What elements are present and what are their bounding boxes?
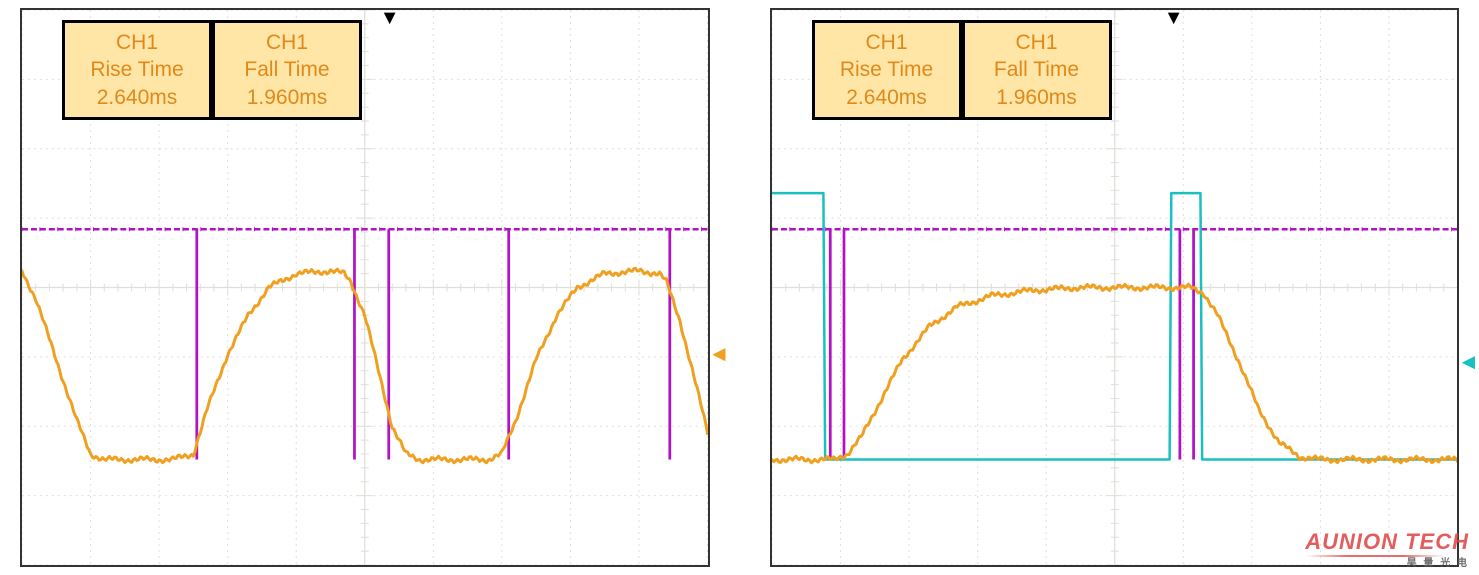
scope-panel-right: ▼◄ CH1 Rise Time 2.640ms CH1 Fall Time 1… — [770, 8, 1460, 567]
meas-label: Fall Time — [994, 56, 1079, 83]
meas-channel: CH1 — [266, 29, 308, 56]
measurement-box-1: CH1 Rise Time 2.640ms — [812, 20, 962, 120]
meas-value: 2.640ms — [846, 84, 927, 111]
meas-value: 2.640ms — [97, 84, 178, 111]
measurement-box-1: CH1 Rise Time 2.640ms — [62, 20, 212, 120]
trigger-marker-icon: ▼ — [380, 8, 400, 28]
measurement-box-2: CH1 Fall Time 1.960ms — [212, 20, 362, 120]
meas-label: Rise Time — [90, 56, 183, 83]
meas-channel: CH1 — [116, 29, 158, 56]
scope-panel-left: ▼◄ CH1 Rise Time 2.640ms CH1 Fall Time 1… — [20, 8, 710, 567]
channel-cursor-icon: ◄ — [708, 343, 730, 365]
meas-value: 1.960ms — [996, 84, 1077, 111]
watermark-underline — [1305, 555, 1445, 557]
meas-label: Rise Time — [840, 56, 933, 83]
watermark-logo: AUNION TECH 昊 量 光 电 — [1305, 531, 1469, 569]
scope-panels-row: ▼ ◄ CH1 Rise Time 2.640ms CH1 Fall Time 1… — [0, 0, 1479, 575]
meas-label: Fall Time — [244, 56, 329, 83]
meas-channel: CH1 — [865, 29, 907, 56]
trigger-marker-icon: ▼ — [1164, 8, 1184, 28]
watermark-main: AUNION TECH — [1305, 529, 1469, 554]
channel-cursor-icon: ◄ — [1458, 351, 1479, 373]
watermark-sub: 昊 量 光 电 — [1305, 559, 1469, 569]
meas-value: 1.960ms — [247, 84, 328, 111]
meas-channel: CH1 — [1015, 29, 1057, 56]
measurement-box-2: CH1 Fall Time 1.960ms — [962, 20, 1112, 120]
